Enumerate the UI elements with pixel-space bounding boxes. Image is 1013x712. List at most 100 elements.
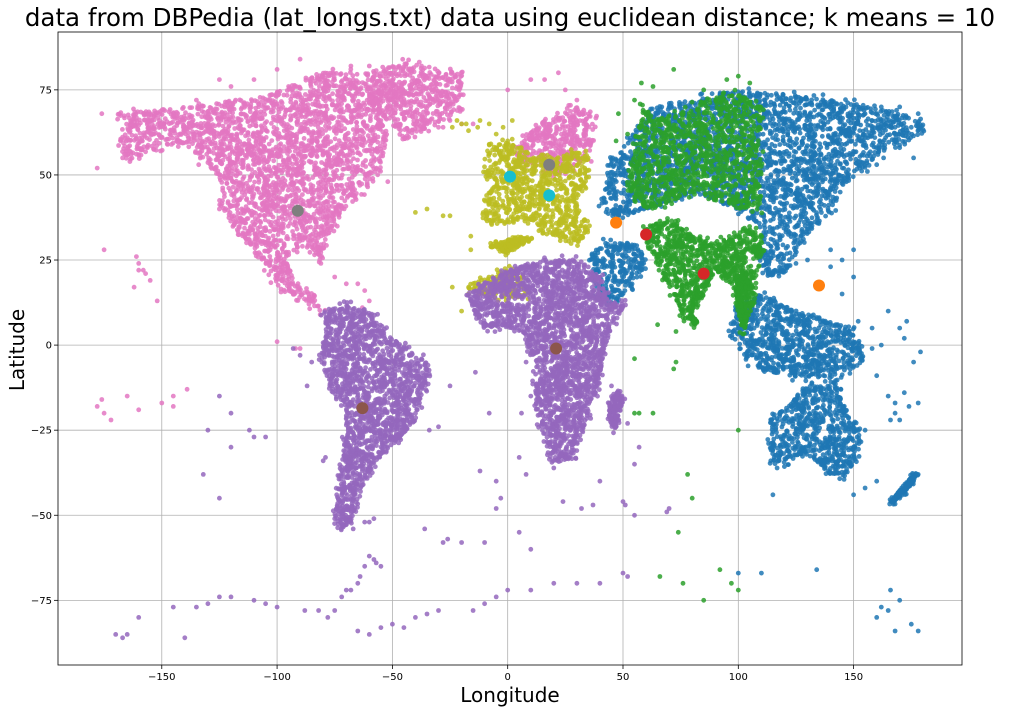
- data-point: [322, 136, 328, 142]
- data-point: [407, 68, 413, 74]
- data-point: [583, 116, 589, 122]
- data-point: [340, 118, 345, 123]
- data-point: [294, 122, 300, 127]
- data-point: [485, 148, 490, 154]
- data-point: [281, 261, 287, 267]
- data-point: [366, 298, 372, 304]
- data-point: [378, 78, 383, 84]
- data-point: [281, 158, 286, 164]
- data-point: [189, 105, 195, 110]
- data-point: [128, 152, 134, 157]
- data-point: [218, 141, 223, 147]
- data-point: [521, 176, 527, 181]
- data-point: [533, 150, 539, 156]
- data-point: [518, 171, 523, 176]
- data-point: [533, 122, 539, 128]
- data-point: [258, 116, 264, 122]
- data-point: [582, 165, 588, 171]
- data-point: [572, 124, 577, 130]
- data-point: [308, 185, 314, 191]
- data-point: [363, 84, 369, 89]
- data-point: [398, 94, 404, 99]
- data-point: [268, 222, 273, 228]
- data-point: [298, 292, 304, 298]
- data-point: [280, 204, 286, 210]
- data-point: [232, 151, 238, 157]
- data-point: [147, 278, 153, 283]
- data-point: [401, 111, 407, 117]
- data-point: [327, 190, 333, 196]
- data-point: [305, 296, 311, 302]
- data-point: [276, 194, 281, 200]
- data-point: [303, 229, 309, 234]
- data-point: [334, 71, 339, 76]
- data-point: [262, 112, 268, 117]
- data-point: [354, 124, 360, 129]
- data-point: [354, 114, 360, 120]
- data-point: [345, 130, 351, 136]
- data-point: [378, 118, 384, 123]
- data-point: [556, 70, 561, 76]
- data-point: [496, 160, 502, 166]
- data-point: [480, 211, 486, 217]
- data-point: [575, 150, 581, 156]
- data-point: [134, 136, 139, 142]
- data-point: [274, 242, 280, 248]
- data-point: [583, 148, 589, 154]
- data-point: [231, 179, 237, 185]
- data-point: [278, 289, 284, 295]
- data-point: [507, 207, 512, 213]
- data-point: [252, 203, 257, 209]
- data-point: [268, 169, 273, 174]
- data-point: [157, 111, 163, 117]
- data-point: [371, 138, 377, 144]
- data-point: [307, 218, 313, 224]
- data-point: [258, 252, 263, 257]
- data-point: [297, 346, 303, 351]
- data-point: [122, 132, 128, 138]
- data-point: [517, 145, 523, 151]
- data-point: [371, 88, 376, 94]
- data-point: [381, 69, 387, 74]
- data-point: [443, 94, 449, 100]
- data-point: [316, 245, 322, 250]
- data-point: [317, 211, 323, 217]
- data-point: [534, 201, 540, 207]
- data-point: [421, 109, 426, 115]
- data-point: [366, 138, 372, 144]
- data-point: [370, 176, 376, 181]
- data-point: [325, 141, 331, 147]
- data-point: [259, 192, 264, 198]
- data-point: [406, 134, 412, 140]
- data-point: [334, 145, 339, 151]
- data-point: [307, 203, 312, 209]
- data-point: [547, 133, 553, 139]
- data-point: [439, 93, 444, 99]
- data-point: [539, 134, 545, 140]
- data-point: [154, 143, 160, 149]
- data-point: [447, 104, 453, 109]
- data-point: [397, 65, 402, 70]
- data-point: [285, 187, 291, 193]
- data-point: [416, 91, 421, 97]
- data-point: [585, 157, 591, 163]
- data-point: [206, 115, 212, 121]
- data-point: [180, 106, 185, 111]
- data-point: [321, 175, 327, 180]
- data-point: [219, 161, 225, 167]
- data-point: [268, 280, 274, 286]
- data-point: [195, 106, 200, 111]
- data-point: [134, 254, 139, 259]
- data-point: [227, 152, 233, 158]
- data-point: [547, 230, 553, 235]
- data-point: [249, 208, 255, 214]
- data-point: [332, 136, 338, 142]
- data-point: [314, 187, 320, 193]
- data-point: [292, 83, 297, 88]
- data-point: [332, 222, 338, 227]
- data-point: [371, 159, 377, 165]
- data-point: [297, 172, 302, 177]
- data-point: [547, 124, 552, 129]
- data-point: [351, 156, 356, 162]
- data-point: [533, 159, 538, 165]
